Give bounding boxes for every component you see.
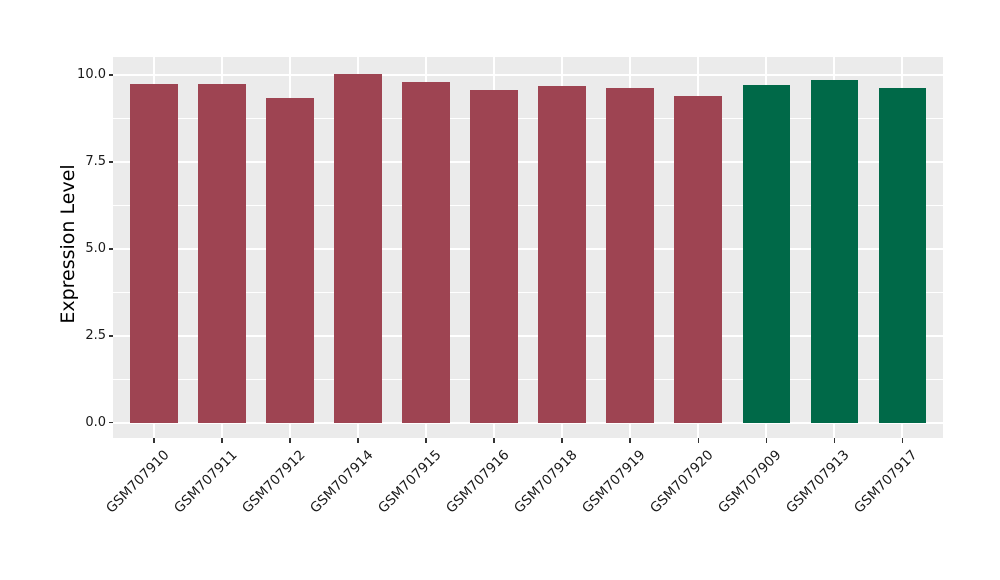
x-axis-tick [697, 438, 700, 443]
x-axis-tick [357, 438, 359, 443]
bar-GSM707919 [606, 87, 655, 423]
y-tick-label: 10.0 [77, 67, 106, 82]
bar-GSM707913 [810, 79, 859, 423]
x-axis-tick [629, 438, 631, 443]
y-axis-tick [108, 248, 113, 250]
bar-GSM707909 [742, 85, 791, 423]
x-axis-tick [153, 438, 155, 443]
x-tick-label: GSM707920 [647, 447, 717, 517]
major-gridline-y [113, 160, 944, 163]
x-axis-tick [425, 438, 427, 443]
x-tick-label: GSM707913 [783, 447, 853, 517]
bar-GSM707912 [266, 97, 314, 423]
major-gridline-y [113, 247, 944, 250]
y-axis-tick [108, 421, 113, 424]
x-tick-label: GSM707911 [170, 447, 241, 517]
y-tick-label: 0.0 [85, 414, 106, 430]
major-gridline-y [113, 421, 944, 424]
x-tick-label: GSM707912 [238, 447, 309, 517]
x-axis-tick [765, 438, 768, 443]
x-tick-label: GSM707914 [306, 447, 377, 517]
minor-gridline-y [113, 117, 944, 119]
x-tick-label: GSM707916 [442, 447, 513, 517]
x-tick-label: GSM707910 [102, 447, 173, 517]
y-tick-label: 5.0 [85, 240, 106, 256]
bar-GSM707915 [402, 81, 450, 423]
y-tick-label: 7.5 [85, 153, 106, 169]
major-gridline-y [113, 334, 944, 337]
bar-GSM707910 [130, 83, 178, 423]
bar-GSM707914 [334, 73, 382, 423]
x-axis-tick [221, 438, 223, 443]
x-tick-label: GSM707917 [851, 447, 921, 517]
y-axis-tick [108, 74, 113, 76]
plot-panel [113, 57, 944, 439]
y-axis-tick [108, 161, 113, 163]
bar-GSM707917 [878, 87, 927, 423]
x-tick-label: GSM707918 [511, 447, 581, 517]
bar-GSM707911 [198, 84, 246, 423]
x-tick-label: GSM707919 [579, 447, 649, 517]
minor-gridline-y [113, 204, 944, 206]
x-axis-tick [289, 438, 291, 443]
bar-GSM707920 [674, 95, 723, 423]
minor-gridline-y [113, 378, 944, 380]
x-tick-label: GSM707909 [715, 447, 785, 517]
x-axis-tick [561, 438, 563, 443]
bar-GSM707918 [538, 86, 586, 423]
major-gridline-y [113, 74, 944, 76]
x-axis-tick [493, 438, 495, 443]
x-tick-label: GSM707915 [374, 447, 445, 517]
x-axis-tick [833, 438, 836, 443]
x-axis-tick [901, 438, 904, 443]
minor-gridline-y [113, 291, 944, 293]
bar-GSM707916 [470, 89, 518, 423]
y-axis-tick [108, 335, 113, 337]
y-tick-label: 2.5 [85, 327, 106, 343]
